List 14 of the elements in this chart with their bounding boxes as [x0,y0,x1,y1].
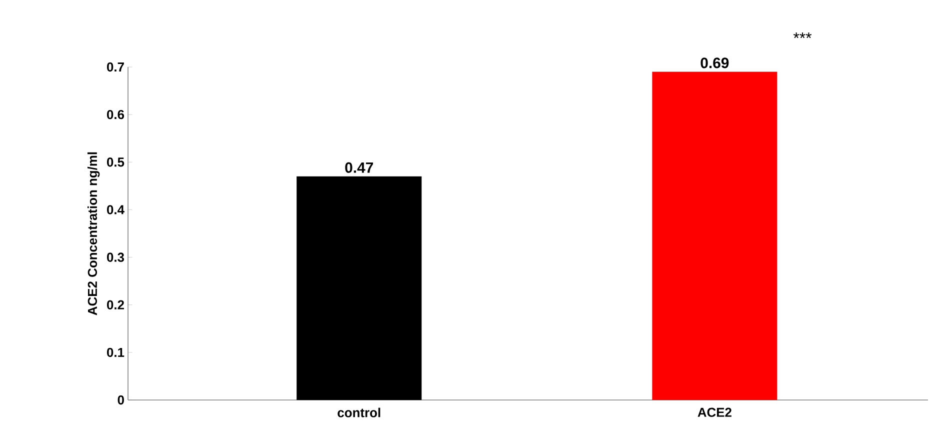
x-tick-label: ACE2 [698,408,732,417]
y-tick-label: 0.7 [107,62,124,72]
y-tick-label: 0.2 [107,300,124,310]
y-tick-label: 0 [118,395,124,405]
y-tick-label: 0.3 [107,252,124,262]
text: *** [793,32,812,38]
y-tick-label: 0.4 [107,205,124,214]
y-tick-label: 0.6 [107,110,124,120]
y-axis-title: ACE2 Concentration ng/ml [88,152,100,316]
x-tick-label: control [338,408,380,418]
data-label: 0.69 [700,58,729,68]
data-label: 0.47 [345,162,374,173]
y-tick-label: 0.5 [107,158,124,167]
y-tick-label: 0.1 [107,348,124,357]
